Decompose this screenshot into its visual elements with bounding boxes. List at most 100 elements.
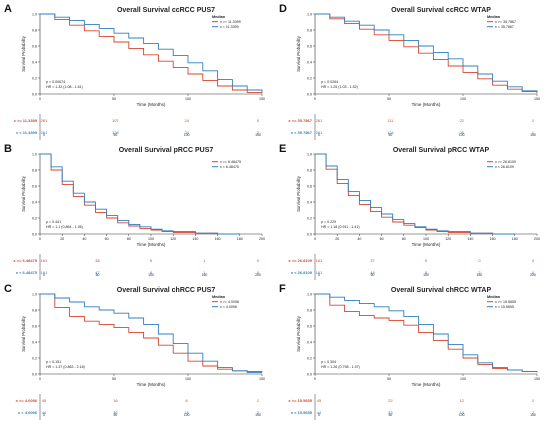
y-tick-label: 0.8 bbox=[32, 309, 37, 313]
panel-c: C Overall Survival chRCC PUS7 0.0 0.2 0.4 0.… bbox=[0, 280, 275, 421]
risk-row-label: x >= 11.3399 bbox=[14, 118, 38, 123]
stat-text: HR = 1.25 (1.03 - 1.52) bbox=[321, 85, 358, 89]
x-tick-label: 100 bbox=[460, 97, 466, 101]
risk-count: 1 bbox=[532, 130, 535, 135]
chart-title: Overall Survival chRCC WTAP bbox=[391, 287, 492, 294]
x-tick-label: 180 bbox=[512, 237, 518, 241]
panel-e: E Overall Survival pRCC WTAP 0.0 0.2 0.4 0.6… bbox=[275, 140, 550, 280]
risk-tick-label: 150 bbox=[255, 413, 261, 417]
y-tick-label: 1.0 bbox=[307, 13, 312, 17]
y-tick-label: 0.4 bbox=[307, 201, 312, 205]
x-tick-label: 40 bbox=[357, 237, 361, 241]
risk-tick-label: 0 bbox=[318, 413, 320, 417]
y-tick-label: 0.8 bbox=[307, 309, 312, 313]
y-tick-label: 0.4 bbox=[32, 341, 37, 345]
km-chart-c: Overall Survival chRCC PUS7 0.0 0.2 0.4 0.6 0… bbox=[16, 287, 265, 420]
y-tick-label: 1.0 bbox=[32, 293, 37, 297]
risk-tick-label: 150 bbox=[477, 273, 483, 277]
x-tick-label: 50 bbox=[112, 97, 116, 101]
risk-count: 33 bbox=[388, 410, 393, 415]
risk-count: 2 bbox=[478, 270, 481, 275]
risk-tick-label: 150 bbox=[202, 273, 208, 277]
x-tick-label: 0 bbox=[314, 97, 316, 101]
x-tick-label: 80 bbox=[127, 237, 131, 241]
y-tick-label: 0.2 bbox=[32, 77, 37, 81]
risk-tick-label: 0 bbox=[43, 133, 45, 137]
risk-row-label: x >= 6.48475 bbox=[13, 258, 37, 263]
panel-label: F bbox=[279, 283, 286, 295]
y-tick-label: 0.4 bbox=[32, 201, 37, 205]
y-tick-label: 1.0 bbox=[32, 13, 37, 17]
legend-label: x >= 35.7867 bbox=[495, 20, 516, 24]
risk-count: 24 bbox=[184, 130, 189, 135]
risk-count: 5 bbox=[425, 258, 428, 263]
x-tick-label: 200 bbox=[259, 237, 265, 241]
stat-text: p = 0.0264 bbox=[321, 80, 338, 84]
risk-count: 124 bbox=[387, 130, 394, 135]
risk-count: 22 bbox=[459, 118, 464, 123]
risk-row-label: x < 35.7867 bbox=[291, 130, 313, 135]
legend-title: Median bbox=[212, 295, 226, 299]
x-tick-label: 160 bbox=[490, 237, 496, 241]
y-tick-label: 0.0 bbox=[32, 373, 37, 377]
risk-count: 45 bbox=[317, 398, 322, 403]
x-tick-label: 100 bbox=[185, 97, 191, 101]
x-tick-label: 140 bbox=[467, 237, 473, 241]
legend-label: x < 26.8109 bbox=[495, 165, 514, 169]
x-tick-label: 100 bbox=[148, 237, 154, 241]
y-tick-label: 0.4 bbox=[307, 61, 312, 65]
x-tick-label: 60 bbox=[380, 237, 384, 241]
risk-tick-label: 0 bbox=[43, 273, 45, 277]
risk-tick-label: 50 bbox=[388, 413, 392, 417]
y-axis-label: Survival Probability bbox=[296, 35, 301, 72]
x-axis-label: Time (Months) bbox=[137, 382, 166, 387]
risk-row-label: x >= 35.7867 bbox=[288, 118, 312, 123]
x-tick-label: 200 bbox=[534, 237, 540, 241]
survival-curve-blue bbox=[40, 13, 263, 93]
km-chart-e: Overall Survival pRCC WTAP 0.0 0.2 0.4 0.6 0.… bbox=[288, 147, 540, 280]
risk-tick-label: 0 bbox=[43, 413, 45, 417]
risk-count: 47 bbox=[95, 270, 100, 275]
panel-b: B Overall Survival pRCC PUS7 0.0 0.2 0.4 0.6… bbox=[0, 140, 275, 280]
x-tick-label: 150 bbox=[534, 97, 540, 101]
stat-text: HR = 1.1 (0.864 - 1.36) bbox=[46, 225, 83, 229]
panel-label: E bbox=[279, 143, 287, 155]
legend-title: Median bbox=[487, 15, 501, 19]
y-tick-label: 0.2 bbox=[307, 217, 312, 221]
risk-count: 12 bbox=[459, 398, 464, 403]
y-tick-label: 0.6 bbox=[32, 325, 37, 329]
risk-count: 2 bbox=[257, 410, 260, 415]
stat-text: p = 0.304 bbox=[321, 360, 336, 364]
x-tick-label: 180 bbox=[237, 237, 243, 241]
risk-count: 0 bbox=[257, 258, 260, 263]
risk-count: 161 bbox=[41, 258, 48, 263]
risk-count: 16 bbox=[184, 410, 189, 415]
risk-count: 44 bbox=[317, 410, 322, 415]
risk-tick-label: 200 bbox=[255, 273, 261, 277]
risk-tick-label: 50 bbox=[113, 413, 117, 417]
x-tick-label: 50 bbox=[387, 377, 391, 381]
legend-title: Median bbox=[487, 295, 501, 299]
x-axis-label: Time (Months) bbox=[412, 242, 441, 247]
risk-count: 37 bbox=[370, 258, 375, 263]
risk-tick-label: 100 bbox=[184, 133, 190, 137]
risk-count: 261 bbox=[316, 118, 323, 123]
risk-count: 2 bbox=[532, 410, 535, 415]
x-tick-label: 0 bbox=[314, 377, 316, 381]
risk-count: 0 bbox=[532, 258, 535, 263]
survival-curve-blue bbox=[40, 293, 262, 373]
legend-label: x < 11.3399 bbox=[220, 25, 239, 29]
risk-row-label: x >= 26.8109 bbox=[288, 258, 312, 263]
risk-count: 128 bbox=[112, 130, 119, 135]
risk-row-label: x < 15.5655 bbox=[291, 410, 313, 415]
x-tick-label: 20 bbox=[60, 237, 64, 241]
risk-tick-label: 50 bbox=[96, 273, 100, 277]
legend-label: x < 6.48475 bbox=[220, 165, 239, 169]
x-tick-label: 120 bbox=[445, 237, 451, 241]
legend-label: x < 4.0096 bbox=[220, 305, 237, 309]
risk-count: 8 bbox=[150, 270, 153, 275]
risk-row-label: x >= 15.5655 bbox=[288, 398, 312, 403]
risk-count: 26 bbox=[459, 130, 464, 135]
y-axis-label: Survival Probability bbox=[296, 315, 301, 352]
risk-tick-label: 150 bbox=[255, 133, 261, 137]
